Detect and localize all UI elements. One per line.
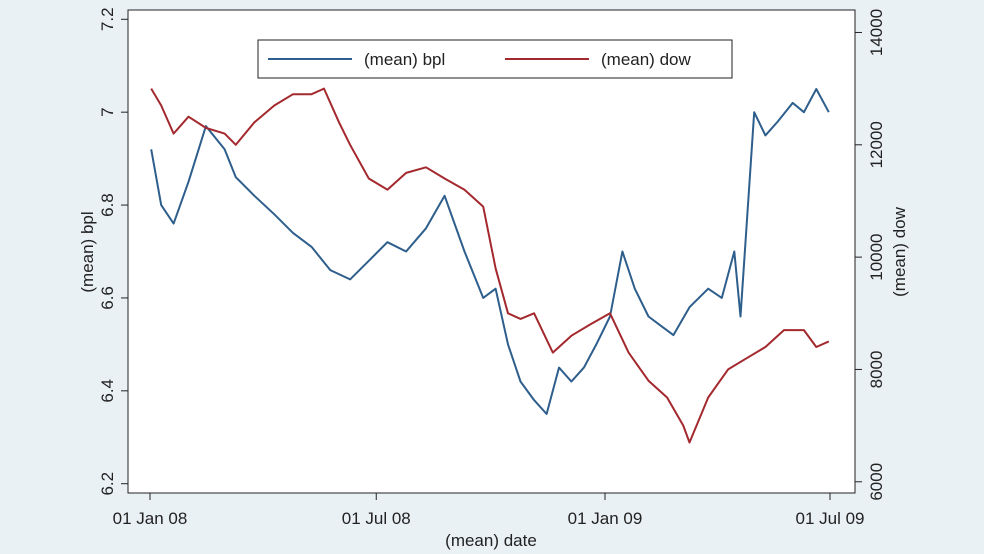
legend: (mean) bpl (mean) dow: [257, 39, 733, 79]
y-right-axis-title: (mean) dow: [890, 206, 909, 296]
y-right-tick-label: 12000: [867, 121, 886, 168]
y-left-tick-label: 6.4: [98, 379, 117, 403]
y-right-tick-label: 8000: [867, 351, 886, 389]
y-right-tick-label: 14000: [867, 9, 886, 56]
axis-ticks: 01 Jan 08 01 Jul 08 01 Jan 09 01 Jul 09 6.2 6…: [98, 7, 886, 528]
y-right-tick-label: 6000: [867, 463, 886, 501]
x-tick-label: 01 Jan 09: [568, 509, 643, 528]
y-right-tick-label: 10000: [867, 233, 886, 280]
series-layer: [150, 87, 830, 444]
x-tick-label: 01 Jul 08: [342, 509, 411, 528]
y-left-tick-label: 6.6: [98, 286, 117, 310]
series-line-mean-bpl: [150, 88, 830, 415]
x-tick-label: 01 Jul 09: [796, 509, 865, 528]
y-left-axis-title: (mean) bpl: [78, 211, 97, 292]
y-left-tick-label: 6.2: [98, 472, 117, 496]
legend-label-dow: (mean) dow: [601, 50, 691, 69]
y-left-tick-label: 7.2: [98, 7, 117, 31]
legend-label-bpl: (mean) bpl: [364, 50, 445, 69]
series-line-mean-dow: [150, 87, 830, 444]
x-axis-title: (mean) date: [445, 531, 537, 550]
y-left-tick-label: 7: [98, 107, 117, 116]
y-left-tick-label: 6.8: [98, 193, 117, 217]
x-tick-label: 01 Jan 08: [113, 509, 188, 528]
